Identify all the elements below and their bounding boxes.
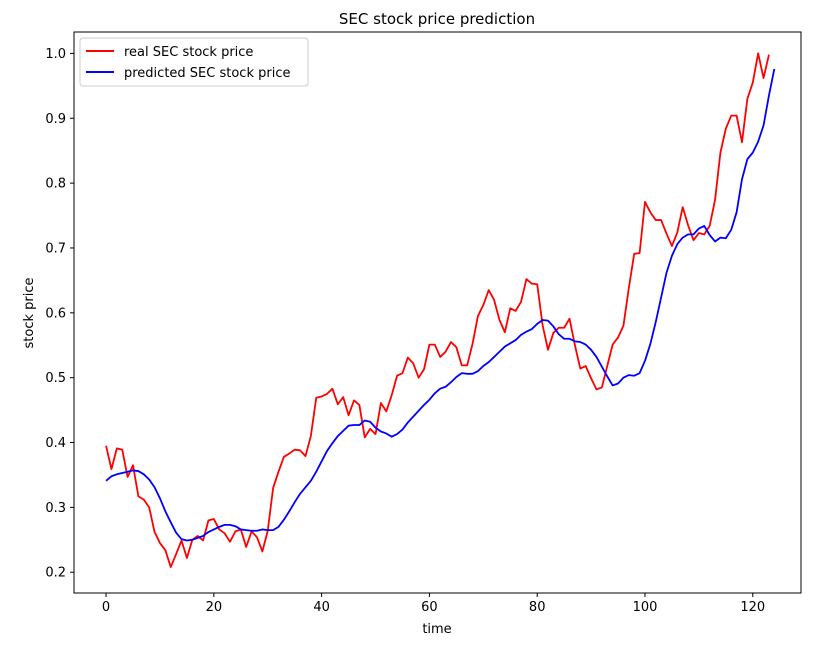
y-tick-label: 0.8 [45, 177, 66, 192]
x-tick-label: 100 [633, 600, 658, 615]
y-tick-label: 0.9 [45, 112, 66, 127]
chart-title: SEC stock price prediction [339, 10, 535, 28]
x-tick-label: 60 [421, 600, 438, 615]
x-tick-label: 40 [313, 600, 330, 615]
x-tick-label: 80 [529, 600, 546, 615]
y-tick-label: 1.0 [45, 47, 66, 62]
x-axis-label: time [422, 622, 451, 637]
series-line-predicted [105, 68, 776, 542]
series-layer [105, 52, 776, 568]
y-tick-label: 0.7 [45, 241, 66, 256]
y-tick-label: 0.6 [45, 306, 66, 321]
x-axis: 0 20 40 60 80 100 120 [102, 593, 765, 615]
x-tick-label: 0 [102, 600, 110, 615]
y-tick-label: 0.3 [45, 501, 66, 516]
x-tick-label: 20 [206, 600, 223, 615]
x-tick-label: 120 [740, 600, 765, 615]
y-tick-label: 0.2 [45, 566, 66, 581]
y-tick-label: 0.4 [45, 436, 66, 451]
legend-label-predicted: predicted SEC stock price [124, 66, 290, 81]
plot-area [74, 32, 801, 593]
series-line-real [105, 52, 770, 568]
y-axis: 0.2 0.3 0.4 0.5 0.6 0.7 0.8 0.9 1.0 [45, 47, 74, 581]
legend-label-real: real SEC stock price [124, 45, 253, 60]
legend: real SEC stock price predicted SEC stock… [79, 37, 309, 87]
legend-box [79, 37, 309, 87]
y-tick-label: 0.5 [45, 371, 66, 386]
y-axis-label: stock price [22, 278, 37, 349]
